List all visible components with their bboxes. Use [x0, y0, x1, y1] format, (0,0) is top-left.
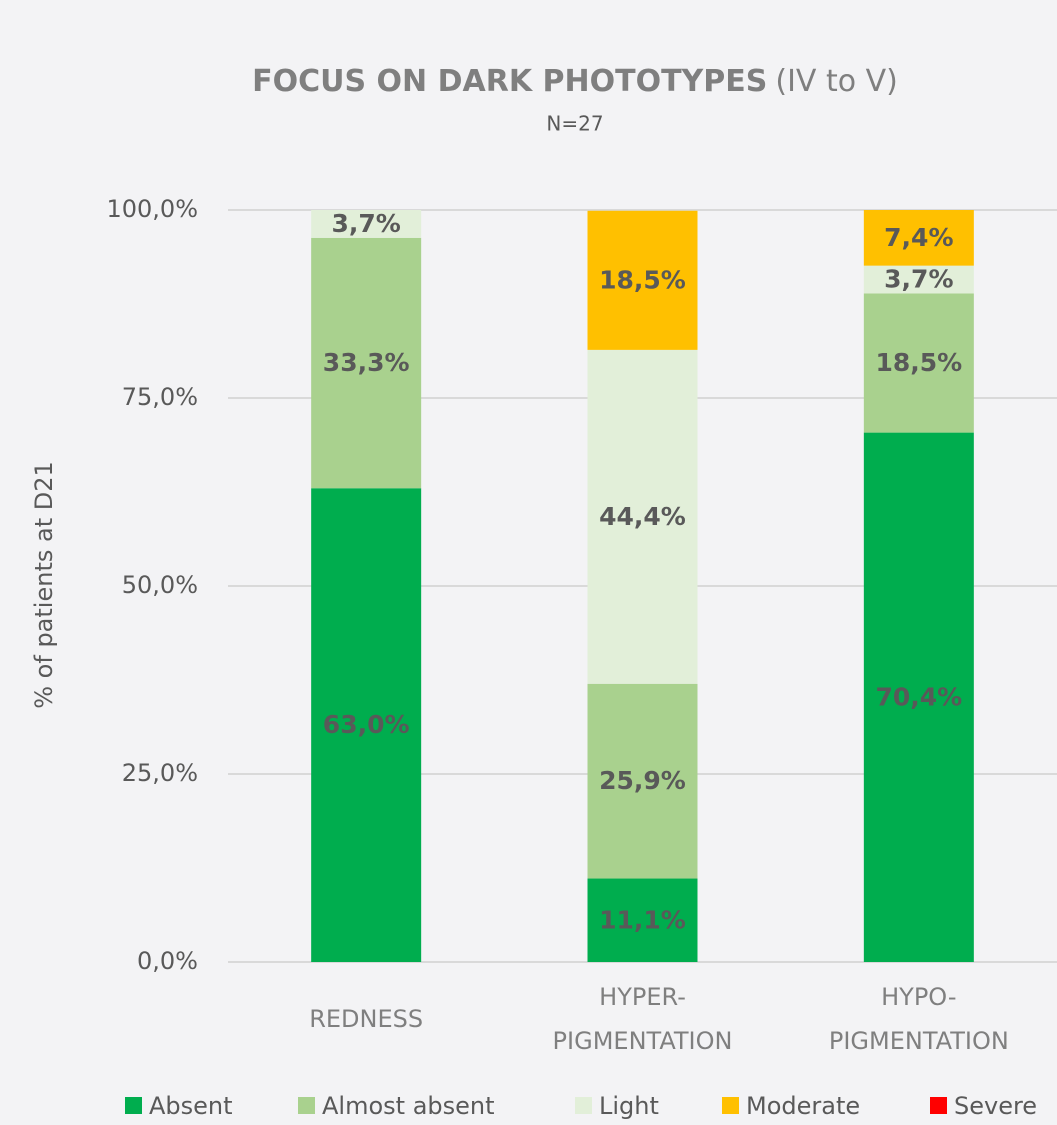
- bar-segment: [311, 237, 422, 489]
- bar-segment: [863, 293, 974, 433]
- chart-title: FOCUS ON DARK PHOTOTYPES (IV to V): [252, 64, 898, 99]
- legend-swatch: [125, 1097, 142, 1114]
- legend-swatch: [575, 1097, 592, 1114]
- y-tick-label: 25,0%: [122, 759, 198, 787]
- bar-segment: [587, 878, 698, 962]
- data-label: 11,1%: [599, 905, 686, 934]
- x-tick-label: REDNESS: [309, 1005, 424, 1033]
- data-label: 70,4%: [875, 682, 962, 711]
- x-tick-label: HYPER-PIGMENTATION: [552, 983, 733, 1055]
- legend-swatch: [930, 1097, 947, 1114]
- bar-segment: [587, 210, 698, 350]
- legend-label: Severe: [954, 1092, 1037, 1120]
- legend-label: Absent: [149, 1092, 233, 1120]
- data-label: 3,7%: [331, 209, 400, 238]
- y-tick-label: 100,0%: [106, 195, 198, 223]
- data-label: 18,5%: [875, 348, 962, 377]
- title-main: FOCUS ON DARK PHOTOTYPES: [252, 64, 767, 99]
- bar-segment: [311, 210, 422, 238]
- data-label: 7,4%: [884, 223, 953, 252]
- title-suffix: (IV to V): [775, 64, 898, 99]
- y-tick-label: 50,0%: [122, 571, 198, 599]
- bar-segment: [863, 210, 974, 266]
- data-label: 33,3%: [323, 348, 410, 377]
- x-tick-label: HYPO-PIGMENTATION: [828, 983, 1009, 1055]
- bar-segment: [311, 488, 422, 962]
- legend-swatch: [298, 1097, 315, 1114]
- y-tick-label: 0,0%: [137, 947, 198, 975]
- subtitle: N=27: [546, 112, 603, 136]
- bar-segment: [863, 432, 974, 962]
- data-label: 63,0%: [323, 710, 410, 739]
- bar-segment: [587, 683, 698, 879]
- legend-label: Almost absent: [322, 1092, 495, 1120]
- legend-label: Moderate: [746, 1092, 860, 1120]
- y-axis-label: % of patients at D21: [30, 461, 58, 709]
- data-label: 18,5%: [599, 265, 686, 294]
- bar-segment: [863, 265, 974, 294]
- legend-label: Light: [599, 1092, 659, 1120]
- data-label: 44,4%: [599, 502, 686, 531]
- data-label: 3,7%: [884, 265, 953, 294]
- legend-swatch: [722, 1097, 739, 1114]
- y-tick-label: 75,0%: [122, 383, 198, 411]
- data-label: 25,9%: [599, 766, 686, 795]
- bar-segment: [587, 349, 698, 684]
